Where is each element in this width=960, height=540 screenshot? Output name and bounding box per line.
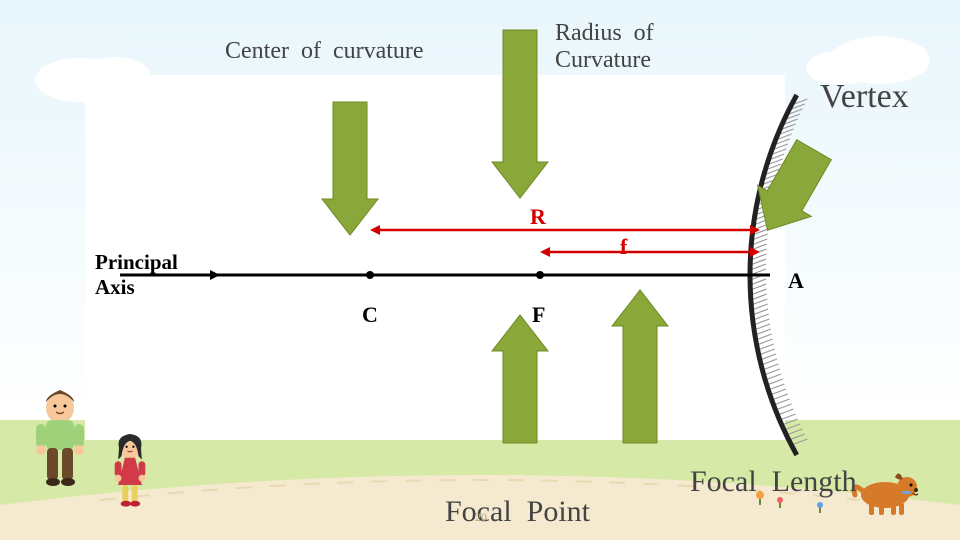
label-principal-axis: Principal Axis — [95, 250, 178, 300]
stage: Principal AxisCFARfCenter of curvatureRa… — [0, 0, 960, 540]
dog-character — [854, 473, 918, 515]
arrow-focal-point — [490, 311, 550, 445]
callout-center-of-curvature: Center of curvature — [225, 38, 424, 65]
girl-character — [115, 434, 146, 507]
label-f-lower: f — [620, 234, 627, 260]
page-number: 20 — [475, 510, 487, 525]
callout-focal-length: Focal Length — [690, 465, 857, 499]
callout-radius-of-curvature: Radius of Curvature — [555, 20, 654, 74]
arrow-focal-length — [610, 286, 670, 445]
label-r: R — [530, 204, 546, 230]
arrow-center-of-curvature — [320, 100, 380, 239]
arrow-radius-of-curvature — [490, 28, 550, 202]
label-c: C — [362, 302, 378, 328]
label-a: A — [788, 268, 804, 294]
callout-vertex: Vertex — [820, 78, 909, 116]
father-character — [36, 390, 84, 486]
callout-focal-point: Focal Point — [445, 495, 590, 529]
